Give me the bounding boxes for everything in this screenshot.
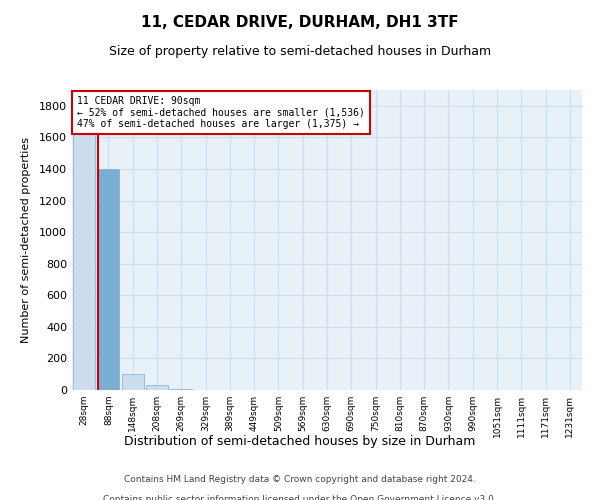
Text: 11, CEDAR DRIVE, DURHAM, DH1 3TF: 11, CEDAR DRIVE, DURHAM, DH1 3TF [141, 15, 459, 30]
Text: 11 CEDAR DRIVE: 90sqm
← 52% of semi-detached houses are smaller (1,536)
47% of s: 11 CEDAR DRIVE: 90sqm ← 52% of semi-deta… [77, 96, 365, 129]
Text: Distribution of semi-detached houses by size in Durham: Distribution of semi-detached houses by … [124, 435, 476, 448]
Bar [73, 106, 95, 390]
Text: Size of property relative to semi-detached houses in Durham: Size of property relative to semi-detach… [109, 45, 491, 58]
Bar [170, 389, 192, 390]
Text: Contains public sector information licensed under the Open Government Licence v3: Contains public sector information licen… [103, 495, 497, 500]
Bar [97, 169, 119, 390]
Text: Contains HM Land Registry data © Crown copyright and database right 2024.: Contains HM Land Registry data © Crown c… [124, 475, 476, 484]
Y-axis label: Number of semi-detached properties: Number of semi-detached properties [20, 137, 31, 343]
Bar [122, 374, 143, 390]
Bar [146, 386, 168, 390]
